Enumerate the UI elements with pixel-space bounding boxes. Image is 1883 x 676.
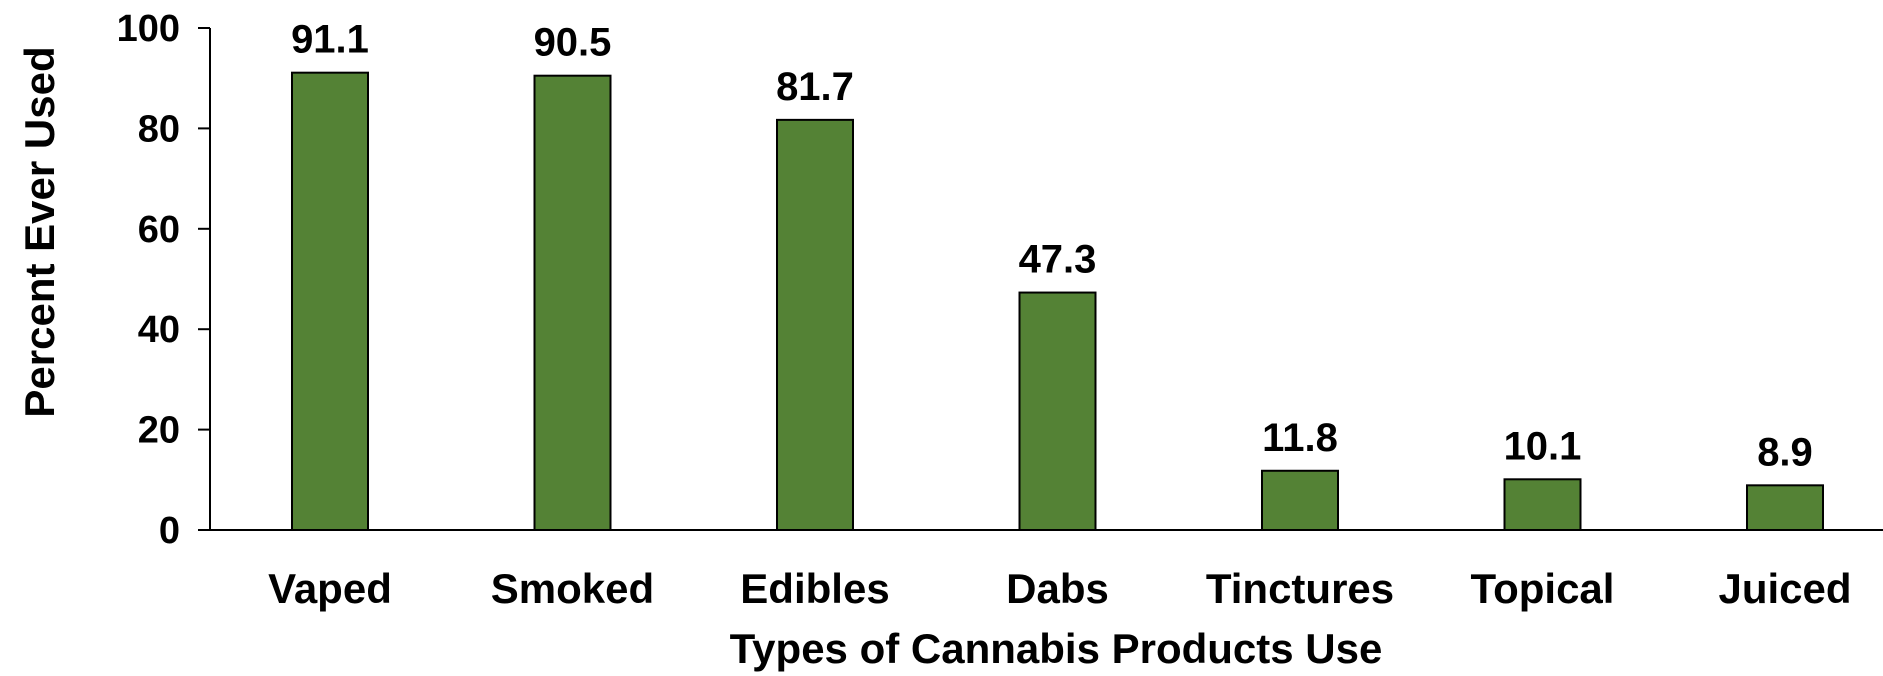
data-labels: 91.1 90.5 81.7 47.3 11.8 10.1 8.9 — [291, 18, 1813, 475]
y-tick-label: 40 — [138, 309, 180, 351]
y-ticks: 0 20 40 60 80 100 — [117, 8, 210, 552]
category-label: Topical — [1471, 565, 1615, 612]
data-label: 8.9 — [1757, 430, 1813, 474]
bar-juiced — [1746, 484, 1824, 531]
y-axis: 0 20 40 60 80 100 — [117, 8, 211, 552]
bar-tinctures — [1261, 469, 1339, 532]
category-label: Vaped — [268, 565, 392, 612]
category-label: Juiced — [1718, 565, 1851, 612]
data-label: 90.5 — [534, 21, 612, 65]
x-axis-title: Types of Cannabis Products Use — [730, 625, 1383, 672]
data-label: 11.8 — [1262, 416, 1338, 460]
y-tick-label: 80 — [138, 108, 180, 150]
category-labels: Vaped Smoked Edibles Dabs Tinctures Topical Ju… — [268, 565, 1851, 612]
data-label: 10.1 — [1504, 424, 1582, 468]
bar-dabs — [1018, 291, 1097, 531]
y-axis-title: Percent Ever Used — [16, 46, 63, 417]
category-label: Dabs — [1006, 565, 1109, 612]
bars — [291, 71, 1824, 532]
bar-vaped — [291, 71, 369, 531]
category-label: Smoked — [491, 565, 654, 612]
y-tick-label: 60 — [138, 209, 180, 251]
bar-smoked — [533, 74, 612, 531]
data-label: 47.3 — [1019, 238, 1097, 282]
data-label: 81.7 — [776, 65, 854, 109]
category-label: Edibles — [740, 565, 889, 612]
category-label: Tinctures — [1206, 565, 1394, 612]
data-label: 91.1 — [291, 18, 369, 62]
bar-topical — [1503, 478, 1582, 532]
y-tick-label: 100 — [117, 8, 180, 50]
y-tick-label: 0 — [159, 510, 180, 552]
bar-edibles — [776, 118, 854, 531]
y-tick-label: 20 — [138, 410, 180, 452]
